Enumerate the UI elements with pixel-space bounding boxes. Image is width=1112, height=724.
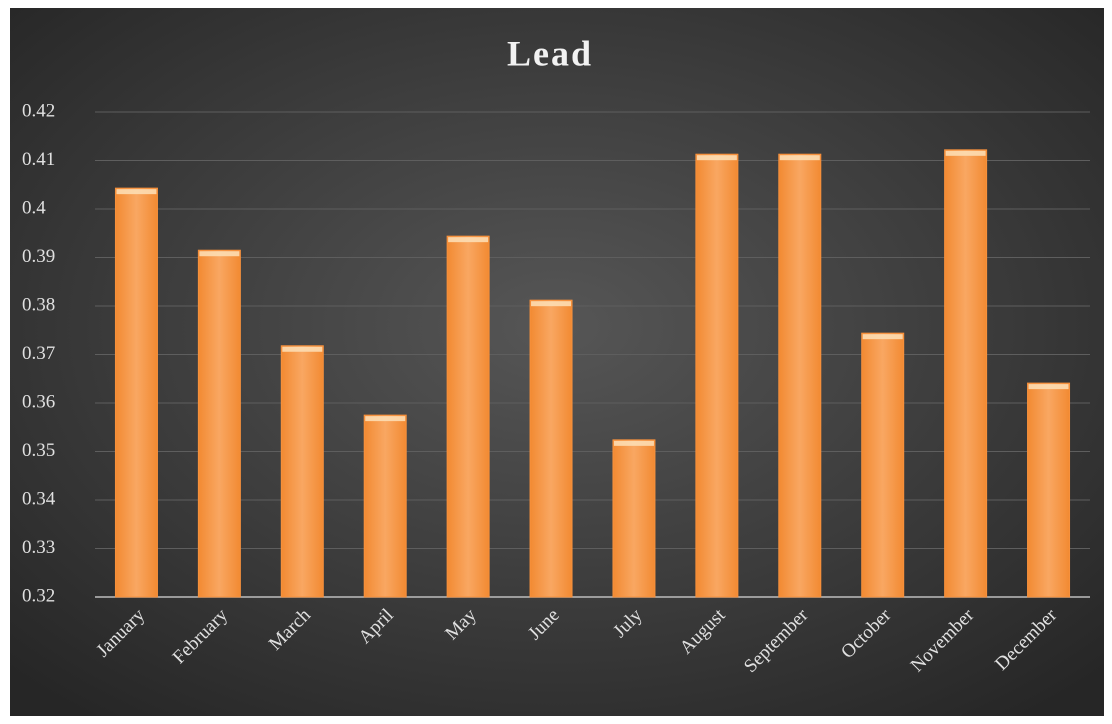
bar: [861, 332, 905, 598]
bar-highlight: [199, 251, 240, 257]
y-tick-label: 0.33: [22, 537, 55, 558]
bar: [280, 345, 324, 598]
bar-highlight: [1028, 384, 1069, 390]
chart-title: Lead: [507, 33, 593, 73]
bar: [197, 249, 241, 598]
y-tick-label: 0.39: [22, 246, 55, 267]
bar: [446, 235, 490, 598]
y-tick-label: 0.36: [22, 391, 55, 412]
bar: [363, 414, 407, 598]
y-tick-label: 0.32: [22, 585, 55, 606]
y-tick-label: 0.4: [22, 197, 46, 218]
bar: [114, 187, 158, 598]
bar-highlight: [696, 155, 737, 161]
y-tick-label: 0.37: [22, 343, 55, 364]
y-tick-label: 0.34: [22, 488, 56, 509]
bar: [1027, 382, 1071, 598]
bar-highlight: [448, 237, 489, 243]
bar: [695, 153, 739, 598]
bar-highlight: [945, 150, 986, 156]
bar-highlight: [862, 334, 903, 340]
bar: [944, 149, 988, 598]
bar: [778, 153, 822, 598]
bar-highlight: [282, 346, 323, 352]
y-tick-label: 0.38: [22, 294, 55, 315]
y-tick-label: 0.42: [22, 100, 55, 121]
bar: [529, 299, 573, 598]
bar-highlight: [613, 440, 654, 446]
bar-highlight: [116, 189, 157, 195]
bar-highlight: [365, 416, 406, 422]
bar: [612, 439, 656, 598]
bar-highlight: [779, 155, 820, 161]
y-tick-label: 0.35: [22, 440, 55, 461]
bar-highlight: [531, 301, 572, 307]
y-tick-label: 0.41: [22, 149, 55, 170]
